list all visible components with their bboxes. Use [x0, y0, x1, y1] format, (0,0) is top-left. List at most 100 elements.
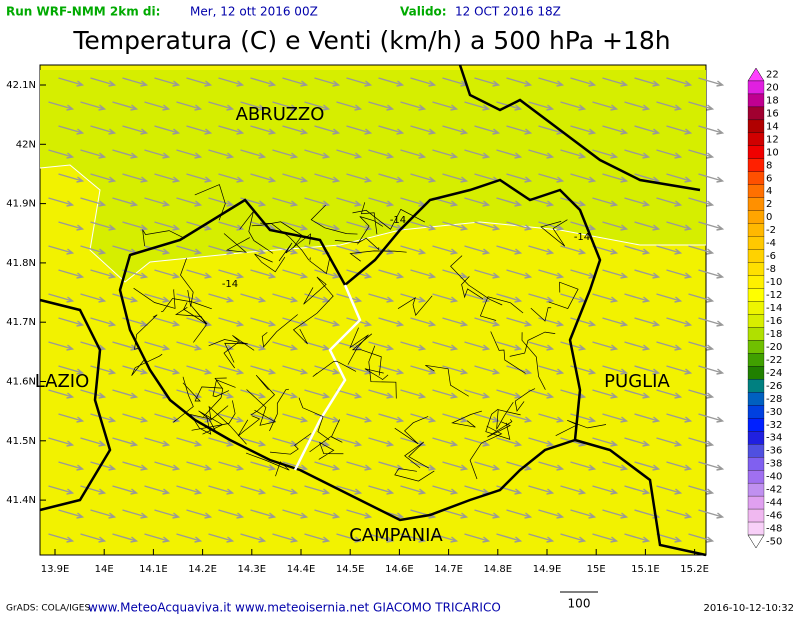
wind-arrow: [592, 197, 619, 207]
municipal-border: [394, 416, 429, 445]
wind-arrow: [506, 413, 533, 423]
wind-arrow: [592, 485, 619, 495]
municipal-border: [261, 314, 298, 348]
wind-arrow: [506, 77, 533, 87]
wind-arrow: [58, 461, 85, 471]
wind-arrow: [346, 413, 373, 423]
wind-arrow: [58, 125, 85, 135]
wind-arrow: [314, 221, 341, 231]
colorbar-cap: [747, 67, 765, 82]
wind-arrow: [314, 509, 341, 519]
wind-arrow: [90, 77, 117, 87]
municipal-border: [368, 345, 397, 399]
scale-label: 100: [568, 597, 591, 611]
wind-arrow: [80, 389, 107, 399]
wind-arrow: [666, 317, 693, 327]
colorbar-label: 12: [766, 134, 779, 145]
municipal-border: [223, 335, 255, 369]
wind-arrow: [176, 437, 203, 447]
colorbar-label: -26: [766, 381, 782, 392]
credit: GrADS: COLA/IGES: [6, 604, 90, 614]
wind-arrow: [698, 77, 725, 87]
colorbar-cell: [747, 197, 765, 211]
wind-arrow: [592, 245, 619, 255]
wind-arrow: [90, 509, 117, 519]
wind-arrow: [496, 245, 523, 255]
wind-arrow: [496, 149, 523, 159]
wind-arrow: [698, 317, 725, 327]
wind-arrow: [272, 293, 299, 303]
wind-arrow: [240, 101, 267, 111]
municipal-border: [251, 221, 303, 249]
wind-arrow: [602, 413, 629, 423]
lat-tick-label: 42.1N: [6, 80, 36, 91]
municipal-border: [278, 233, 312, 262]
wind-arrow: [186, 509, 213, 519]
wind-arrow: [58, 365, 85, 375]
wind-arrow: [314, 461, 341, 471]
municipal-border: [298, 397, 330, 441]
municipal-border: [318, 441, 344, 460]
lat-tick-label: 41.4N: [6, 495, 36, 506]
wind-arrow: [176, 485, 203, 495]
wind-arrow: [410, 269, 437, 279]
wind-arrow: [250, 461, 277, 471]
colorbar-label: 6: [766, 173, 772, 184]
colorbar-label: 22: [766, 69, 779, 80]
wind-arrow: [624, 341, 651, 351]
wind-arrow: [218, 173, 245, 183]
wind-arrow: [592, 389, 619, 399]
wind-arrow: [154, 173, 181, 183]
colorbar-cell: [747, 119, 765, 134]
wind-arrow: [80, 245, 107, 255]
wind-arrow: [410, 125, 437, 135]
wind-arrow: [144, 533, 171, 543]
wind-arrow: [656, 437, 683, 447]
wind-arrow: [506, 509, 533, 519]
municipal-border: [496, 402, 521, 430]
wind-arrow: [570, 413, 597, 423]
municipal-border: [469, 425, 503, 480]
wind-arrow: [176, 245, 203, 255]
wind-arrow: [410, 413, 437, 423]
wind-arrow: [154, 77, 181, 87]
wind-arrow: [282, 125, 309, 135]
wind-arrow: [240, 389, 267, 399]
colorbar-cell: [747, 470, 765, 484]
wind-arrow: [432, 533, 459, 543]
wind-arrow: [602, 269, 629, 279]
wind-arrow: [48, 149, 75, 159]
wind-arrow: [176, 197, 203, 207]
wind-arrow: [314, 365, 341, 375]
colorbar-cell: [747, 210, 765, 224]
municipal-border: [425, 364, 469, 397]
wind-arrow: [464, 245, 491, 255]
wind-arrow: [154, 365, 181, 375]
wind-arrow: [464, 341, 491, 351]
municipal-border: [450, 255, 503, 306]
wind-arrow: [144, 293, 171, 303]
wind-arrow: [122, 413, 149, 423]
colorbar-label: -6: [766, 251, 776, 262]
municipal-border: [479, 296, 524, 321]
lat-tick-label: 41.7N: [6, 317, 36, 328]
colorbar-label: -4: [766, 238, 776, 249]
wind-arrow: [688, 437, 715, 447]
municipal-border: [183, 302, 208, 325]
wind-arrow: [432, 485, 459, 495]
wind-arrow: [570, 77, 597, 87]
wind-arrow: [656, 341, 683, 351]
wind-arrow: [464, 293, 491, 303]
municipal-border: [246, 389, 277, 426]
municipal-border: [451, 410, 482, 428]
wind-arrow: [250, 509, 277, 519]
wind-arrow: [432, 293, 459, 303]
municipal-border: [461, 276, 484, 300]
colorbar-label: -36: [766, 446, 782, 457]
wind-arrow: [474, 413, 501, 423]
wind-arrow: [538, 221, 565, 231]
wind-arrow: [346, 461, 373, 471]
wind-arrow: [48, 293, 75, 303]
wind-arrow: [208, 485, 235, 495]
wind-arrow: [272, 197, 299, 207]
